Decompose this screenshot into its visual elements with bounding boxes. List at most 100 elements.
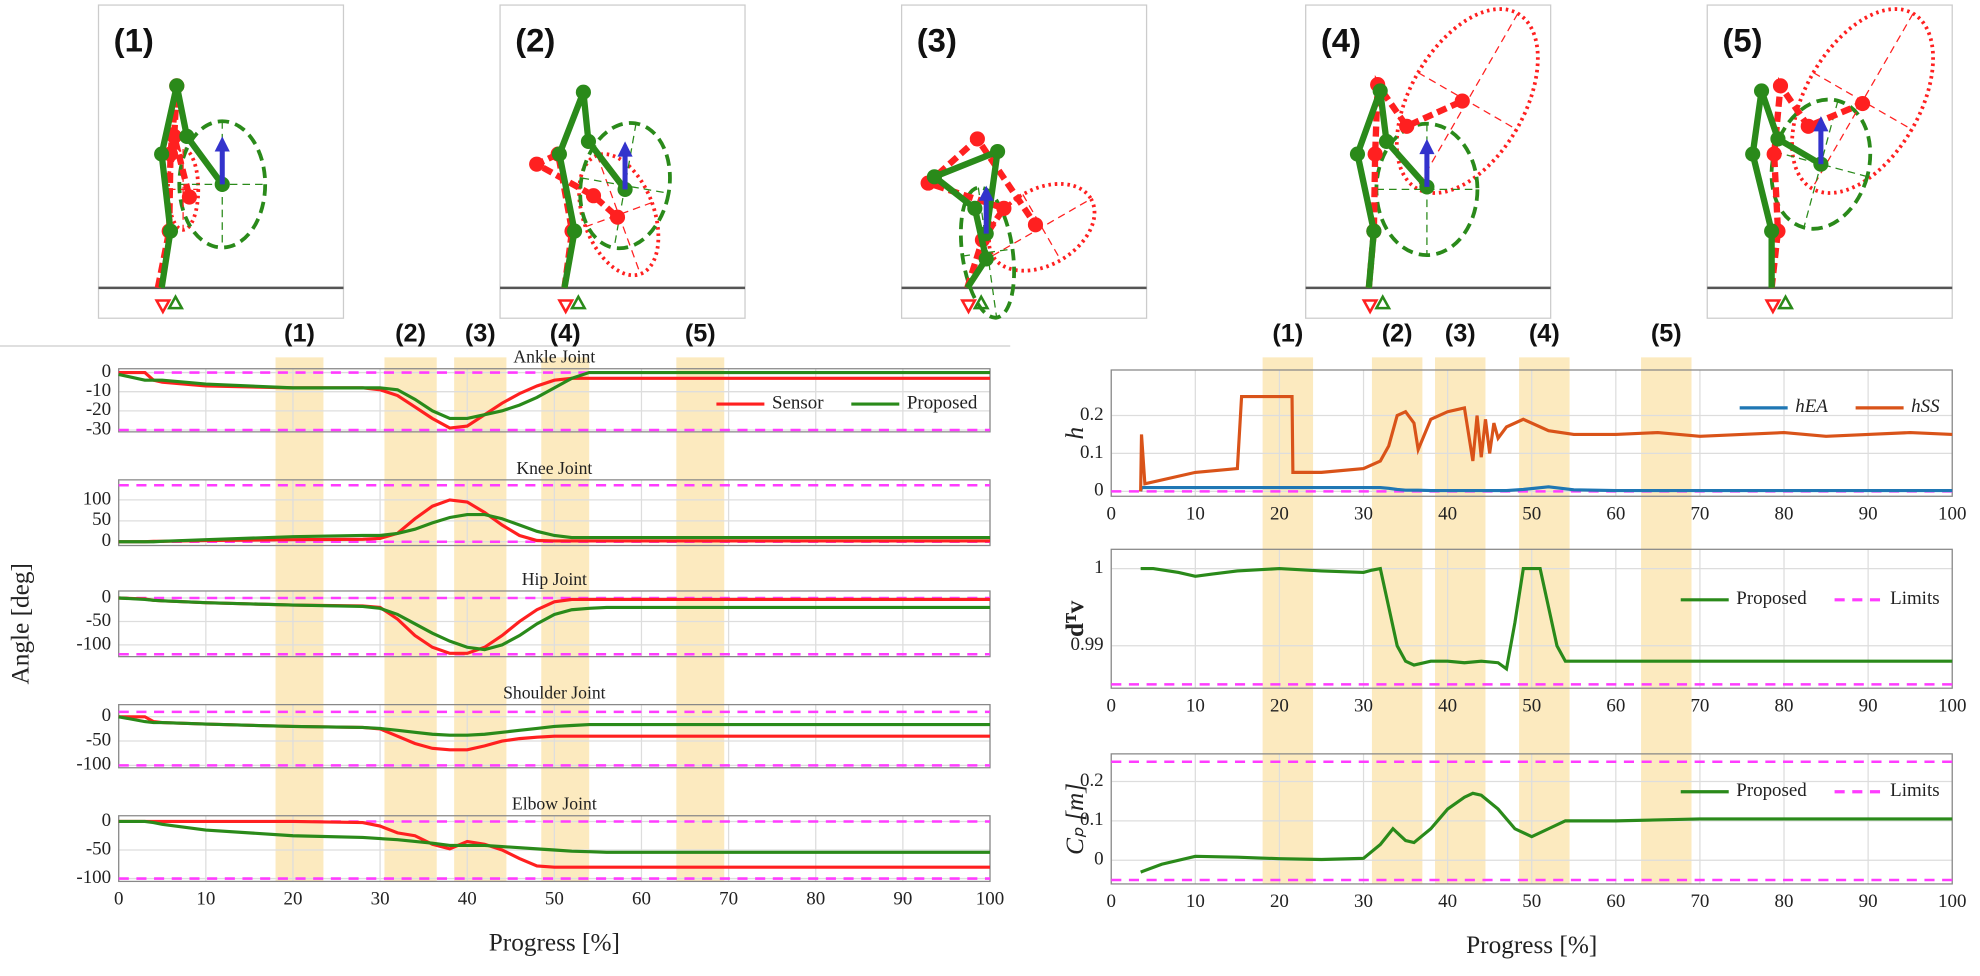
- legend: Proposed Limits: [1680, 588, 1940, 609]
- red-foot: [557, 299, 575, 315]
- arrow-head: [1419, 138, 1435, 155]
- joint: [1766, 146, 1782, 162]
- joint: [1753, 83, 1770, 99]
- plot-frame: [118, 368, 991, 433]
- x-tick-label: 40: [1438, 695, 1457, 716]
- x-tick-label: 50: [1522, 891, 1541, 912]
- joint: [1399, 118, 1415, 134]
- shaded-band: [1641, 357, 1692, 884]
- y-tick-label: 0: [102, 586, 111, 607]
- y-tick-label: -100: [76, 633, 111, 654]
- joint: [1800, 118, 1816, 134]
- panel-frame: [900, 4, 1148, 319]
- band-label: (3): [1445, 319, 1476, 347]
- series-line: [1140, 791, 1953, 874]
- y-tick-label: -50: [86, 729, 111, 750]
- panel-label: (2): [515, 22, 555, 59]
- band-label: (4): [550, 319, 581, 347]
- chart-title: Ankle Joint: [513, 347, 595, 367]
- joint: [181, 189, 197, 205]
- series-line: [118, 370, 990, 430]
- shaded-band: [676, 357, 725, 882]
- green-foot: [167, 294, 184, 310]
- x-tick-label: 80: [806, 889, 825, 910]
- joint: [996, 200, 1012, 216]
- shaded-band: [1262, 357, 1314, 884]
- green-foot: [1374, 294, 1392, 310]
- joint: [1349, 146, 1366, 162]
- y-tick-label: -20: [86, 399, 111, 420]
- y-axis-label: h: [1061, 427, 1089, 440]
- x-tick-label: 30: [1354, 891, 1373, 912]
- series-line: [118, 819, 990, 869]
- x-tick-label: 70: [1690, 891, 1709, 912]
- series-line: [118, 596, 990, 652]
- series-line: [1139, 485, 1953, 493]
- red-foot: [1361, 299, 1379, 315]
- x-tick-label: 90: [1859, 695, 1878, 716]
- series-line: [1140, 566, 1953, 672]
- x-tick-label: 40: [1438, 891, 1457, 912]
- joint: [1378, 133, 1395, 150]
- shaded-band: [275, 357, 324, 882]
- legend-label: hSS: [1911, 396, 1940, 417]
- legend-label: hEA: [1795, 396, 1828, 417]
- x-tick-label: 80: [1775, 891, 1794, 912]
- arrow-head: [978, 185, 994, 201]
- arrow-head: [617, 141, 633, 157]
- x-tick-label: 20: [1270, 504, 1289, 525]
- y-tick-label: 100: [83, 488, 111, 509]
- panel-frame: [1706, 4, 1953, 319]
- legend: hEA hSS: [1739, 396, 1940, 417]
- joint: [529, 156, 545, 172]
- chart-title: Knee Joint: [516, 458, 592, 478]
- joint: [990, 143, 1006, 160]
- joint: [585, 188, 602, 204]
- x-axis-label: Progress [%]: [489, 928, 620, 956]
- series-line: [118, 819, 990, 854]
- x-tick-label: 40: [1438, 504, 1457, 525]
- red-ellipse: [987, 182, 1097, 273]
- y-tick-label: 0.1: [1080, 442, 1104, 463]
- joint: [551, 146, 567, 162]
- green-foot: [569, 294, 587, 310]
- legend-label: Sensor: [772, 392, 824, 413]
- x-tick-label: 90: [1859, 504, 1878, 525]
- y-tick-label: 0.99: [1071, 634, 1104, 655]
- band-label: (1): [1272, 319, 1303, 347]
- joint: [1772, 78, 1789, 94]
- legend-label: Proposed: [1736, 588, 1807, 609]
- x-tick-label: 80: [1775, 695, 1794, 716]
- y-tick-label: 0.2: [1080, 404, 1104, 425]
- x-tick-label: 0: [1106, 695, 1115, 716]
- joint: [169, 78, 185, 94]
- x-tick-label: 90: [1859, 891, 1878, 912]
- x-tick-label: 10: [1186, 695, 1205, 716]
- x-tick-label: 10: [196, 889, 215, 910]
- band-label: (2): [395, 319, 426, 347]
- joint: [926, 169, 943, 185]
- x-tick-label: 0: [114, 889, 123, 910]
- panel-label: (3): [917, 22, 957, 59]
- band-label: (5): [685, 319, 716, 347]
- y-axis-label: Angle [deg]: [7, 563, 35, 684]
- legend-label: Limits: [1890, 588, 1939, 609]
- y-tick-label: -50: [86, 838, 111, 859]
- x-tick-label: 0: [1106, 504, 1115, 525]
- x-tick-label: 50: [545, 889, 564, 910]
- y-tick-label: 1: [1094, 557, 1103, 578]
- x-tick-label: 30: [1354, 695, 1373, 716]
- x-tick-label: 20: [283, 889, 302, 910]
- y-tick-label: -100: [76, 867, 111, 888]
- chart-title: Elbow Joint: [512, 794, 597, 814]
- y-tick-label: -50: [86, 610, 111, 631]
- joint: [179, 128, 195, 144]
- plot-frame: [118, 815, 991, 883]
- arrow-head: [214, 136, 230, 152]
- x-tick-label: 70: [1690, 504, 1709, 525]
- band-label: (2): [1382, 319, 1413, 347]
- x-tick-label: 100: [1938, 695, 1966, 716]
- joint: [580, 133, 597, 150]
- shaded-band: [454, 357, 507, 882]
